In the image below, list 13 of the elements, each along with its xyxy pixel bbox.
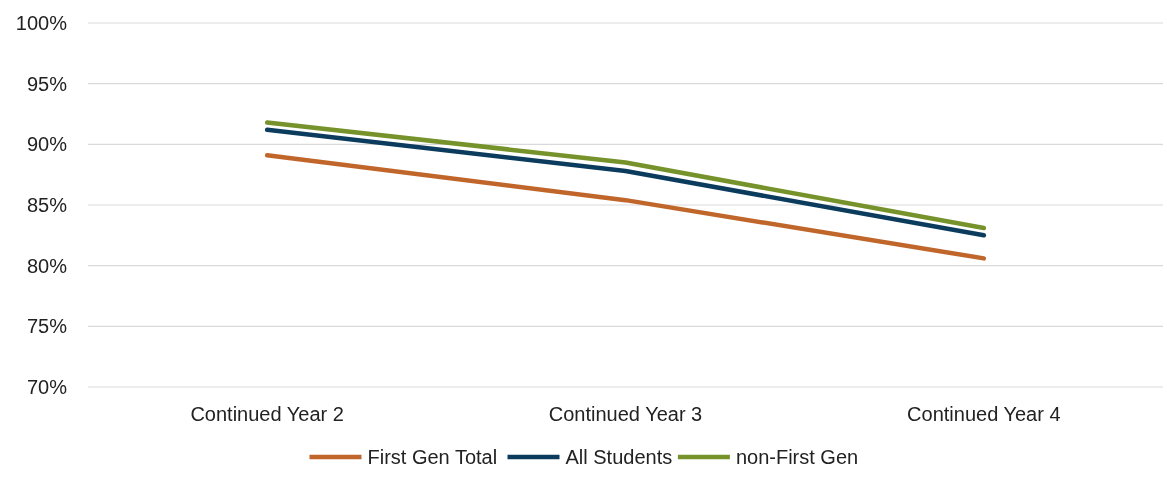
x-tick-label: Continued Year 4 [907, 403, 1061, 425]
legend-label: All Students [565, 446, 673, 468]
y-tick-label: 95% [26, 72, 68, 95]
x-tick-label: Continued Year 3 [548, 403, 703, 425]
y-tick-label: 90% [26, 133, 68, 156]
legend-label: First Gen Total [367, 446, 498, 468]
y-tick-label: 70% [26, 376, 68, 398]
y-tick-label: 100% [15, 12, 68, 34]
y-tick-label: 80% [26, 254, 68, 277]
y-tick-label: 75% [26, 315, 68, 338]
legend-label: non-First Gen [735, 446, 859, 468]
y-tick-label: 85% [26, 194, 68, 216]
x-tick-label: Continued Year 2 [190, 403, 344, 425]
